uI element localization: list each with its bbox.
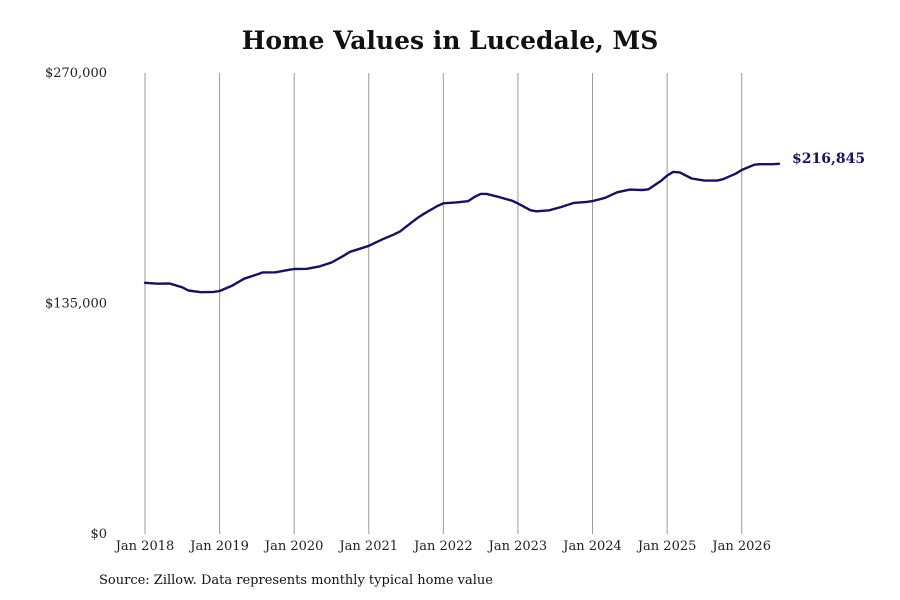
x-tick-label: Jan 2023 [487,539,548,554]
x-tick-label: Jan 2019 [188,539,249,554]
x-tick-label: Jan 2018 [114,539,175,554]
source-note: Source: Zillow. Data represents monthly … [99,573,493,588]
x-tick-label: Jan 2021 [337,539,398,554]
x-tick-label: Jan 2024 [561,539,622,554]
x-tick-label: Jan 2022 [412,539,473,554]
gridlines [144,73,743,534]
x-tick-label: Jan 2026 [710,539,771,554]
y-tick-label: $0 [90,527,107,542]
x-axis-tick-labels: Jan 2018 Jan 2019 Jan 2020 Jan 2021 Jan 2022… [114,539,771,554]
y-axis-tick-labels: $0 $135,000 $270,000 [45,66,107,542]
y-tick-label: $270,000 [45,66,107,81]
home-value-series-line [143,162,781,294]
y-tick-label: $135,000 [45,297,107,312]
latest-value-label: $216,845 [792,151,865,167]
chart-title: Home Values in Lucedale, MS [241,26,659,55]
x-tick-label: Jan 2025 [636,539,697,554]
x-tick-label: Jan 2020 [263,539,324,554]
